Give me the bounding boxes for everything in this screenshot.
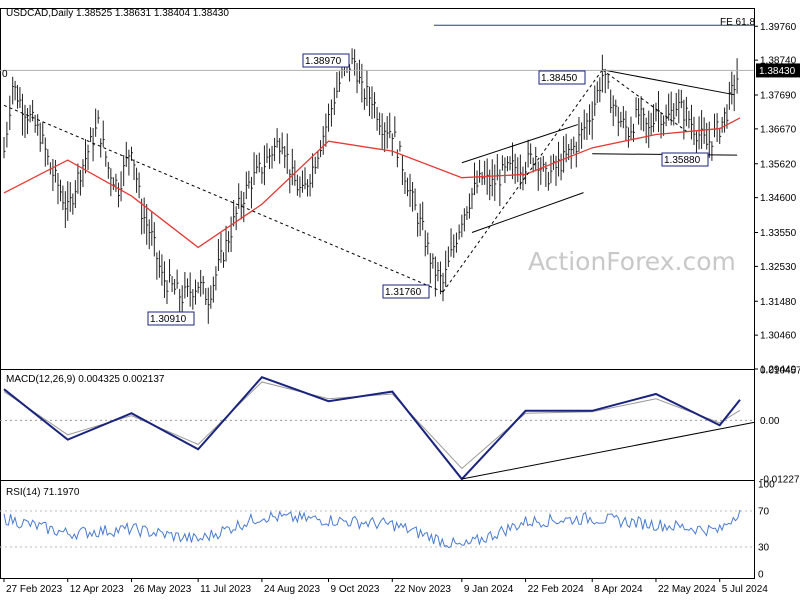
- xtick-label: 12 Apr 2023: [70, 584, 124, 595]
- xtick-label: 9 Jan 2024: [464, 584, 514, 595]
- left-edge-label: 0: [2, 69, 8, 80]
- low-label-3: 1.35880: [664, 155, 701, 166]
- rsi-ytick-label: 0: [758, 570, 764, 581]
- xtick-label: 24 Aug 2023: [264, 584, 321, 595]
- grid-layer: [0, 8, 755, 579]
- rsi-title: RSI(14) 71.1970: [6, 487, 80, 498]
- xtick-label: 26 May 2023: [133, 584, 191, 595]
- price-layer: [0, 24, 754, 324]
- macd-title: MACD(12,26,9) 0.004325 0.002137: [6, 374, 165, 385]
- trendline-dashed-down: [3, 104, 444, 293]
- price-ytick-label: 1.39760: [760, 22, 797, 33]
- xtick-label: 22 Feb 2024: [528, 584, 585, 595]
- macd-line: [3, 375, 741, 481]
- axis-layer: 1.39760 1.38740 1.37690 1.36670 1.35620 1.346…: [3, 22, 800, 595]
- macd-trendline: [461, 421, 755, 480]
- low-label-2-box: [382, 284, 430, 299]
- rsi-layer: [0, 509, 754, 549]
- moving-average-line: [3, 117, 741, 249]
- price-ytick-label: 1.35620: [760, 159, 797, 170]
- high-label-2-box: [538, 70, 586, 85]
- high-label-1: 1.38970: [305, 56, 342, 67]
- xtick-label: 8 Apr 2024: [594, 584, 643, 595]
- rsi-ytick-label: 70: [758, 507, 770, 518]
- price-ytick-label: 1.30460: [760, 331, 797, 342]
- trendline-dashed-inner: [602, 69, 687, 132]
- rsi-ytick-label: 100: [758, 480, 775, 491]
- price-ytick-label: 1.29440: [760, 365, 797, 376]
- channel-lower: [471, 192, 584, 233]
- panel-frame-1: [0, 369, 755, 481]
- macd-ytick-label: -0.012276: [760, 475, 800, 486]
- rsi-ytick-label: 30: [758, 543, 770, 554]
- price-ytick-label: 1.31480: [760, 297, 797, 308]
- macd-signal-line: [3, 381, 741, 470]
- high-label-1-box: [302, 53, 350, 68]
- high-label-2: 1.38450: [541, 73, 578, 84]
- macd-ytick-label: 0.00: [760, 416, 780, 427]
- fe-label: FE 61.8: [720, 17, 755, 28]
- chart-title: USDCAD,Daily 1.38525 1.38631 1.38404 1.3…: [6, 8, 229, 19]
- xtick-label: 22 Nov 2023: [394, 584, 451, 595]
- price-ytick-label: 1.37690: [760, 91, 797, 102]
- macd-layer: [0, 375, 755, 481]
- low-label-1-box: [147, 311, 195, 326]
- current-price-box: [756, 63, 800, 78]
- rsi-line: [3, 509, 741, 549]
- price-ytick-label: 1.32530: [760, 262, 797, 273]
- price-ytick-label: 1.33550: [760, 228, 797, 239]
- price-ytick-label: 1.38740: [760, 56, 797, 67]
- watermark: ActionForex.com: [528, 247, 736, 276]
- current-price-label: 1.38430: [759, 66, 796, 77]
- xtick-label: 11 Jul 2023: [200, 584, 251, 595]
- price-ytick-label: 1.36670: [760, 124, 797, 135]
- xtick-label: 22 May 2024: [658, 584, 716, 595]
- xtick-label: 27 Feb 2023: [6, 584, 63, 595]
- triangle-upper: [602, 69, 735, 96]
- macd-ytick-label: 0.010457: [760, 365, 800, 376]
- label-layer: ActionForex.com 1.30910 1.38970 1.31760 1.38…: [2, 8, 800, 498]
- panel-frame-2: [0, 480, 755, 579]
- xtick-label: 9 Oct 2023: [331, 584, 380, 595]
- channel-upper: [461, 124, 578, 164]
- low-label-3-box: [661, 152, 709, 167]
- low-label-2: 1.31760: [385, 287, 422, 298]
- low-label-1: 1.30910: [150, 314, 187, 325]
- xtick-label: 5 Jul 2024: [722, 584, 769, 595]
- price-ytick-label: 1.34600: [760, 193, 797, 204]
